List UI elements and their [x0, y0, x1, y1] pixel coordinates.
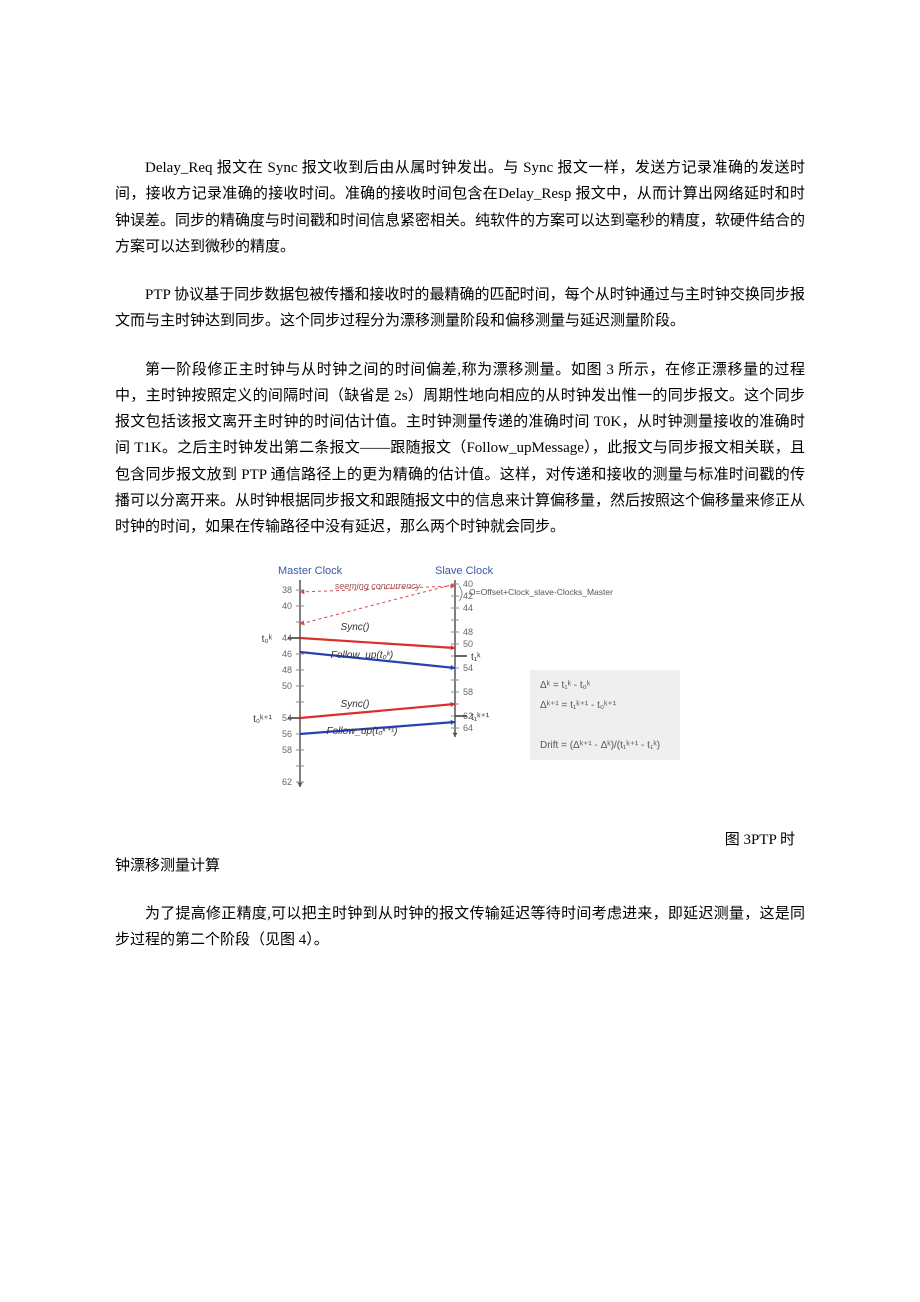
- svg-text:50: 50: [463, 639, 473, 649]
- svg-text:Follow_up(t₀ᵏ⁺¹): Follow_up(t₀ᵏ⁺¹): [327, 726, 398, 737]
- paragraph-4: 为了提高修正精度,可以把主时钟到从时钟的报文传输延迟等待时间考虑进来，即延迟测量…: [115, 901, 805, 954]
- svg-text:58: 58: [463, 687, 473, 697]
- svg-text:t₀ᵏ⁺¹: t₀ᵏ⁺¹: [253, 714, 273, 725]
- svg-text:t₁ᵏ⁺¹: t₁ᵏ⁺¹: [471, 712, 490, 723]
- svg-text:62: 62: [282, 777, 292, 787]
- svg-text:64: 64: [463, 723, 473, 733]
- paragraph-3: 第一阶段修正主时钟与从时钟之间的时间偏差,称为漂移测量。如图 3 所示，在修正漂…: [115, 357, 805, 541]
- svg-text:58: 58: [282, 745, 292, 755]
- paragraph-2: PTP 协议基于同步数据包被传播和接收时的最精确的匹配时间，每个从时钟通过与主时…: [115, 282, 805, 335]
- svg-text:O=Offset+Clock_slave-Clocks_Ma: O=Offset+Clock_slave-Clocks_Master: [469, 587, 613, 597]
- svg-text:48: 48: [463, 627, 473, 637]
- svg-text:Slave Clock: Slave Clock: [435, 565, 494, 577]
- svg-text:54: 54: [463, 663, 473, 673]
- svg-text:44: 44: [463, 603, 473, 613]
- svg-text:50: 50: [282, 681, 292, 691]
- figure-3-ptp-drift: Master Clock Slave Clock 38 40 44 46 48 50 54 56 5…: [230, 562, 690, 802]
- figure-3-caption: 图 3PTP 时 钟漂移测量计算: [115, 827, 805, 880]
- svg-text:Δᵏ = t₁ᵏ - t₀ᵏ: Δᵏ = t₁ᵏ - t₀ᵏ: [540, 680, 591, 691]
- svg-text:46: 46: [282, 649, 292, 659]
- svg-text:56: 56: [282, 729, 292, 739]
- caption-part-left: 钟漂移测量计算: [115, 853, 805, 879]
- svg-text:seeming concurrency: seeming concurrency: [335, 581, 421, 591]
- caption-part-right: 图 3PTP 时: [725, 827, 795, 853]
- svg-text:t₁ᵏ: t₁ᵏ: [471, 652, 481, 663]
- svg-text:Master Clock: Master Clock: [278, 565, 343, 577]
- svg-text:Drift = (Δᵏ⁺¹ - Δᵏ)/(t₁ᵏ⁺¹ -: Drift = (Δᵏ⁺¹ - Δᵏ)/(t₁ᵏ⁺¹ - t₁ᵏ): [540, 740, 660, 751]
- svg-text:Sync(): Sync(): [341, 622, 370, 633]
- svg-text:48: 48: [282, 665, 292, 675]
- figure-3-container: Master Clock Slave Clock 38 40 44 46 48 50 54 56 5…: [115, 562, 805, 811]
- svg-text:t₀ᵏ: t₀ᵏ: [262, 634, 273, 645]
- svg-text:Sync(): Sync(): [341, 699, 370, 710]
- svg-text:40: 40: [282, 601, 292, 611]
- svg-text:Δᵏ⁺¹ = t₁ᵏ⁺¹ - t₀ᵏ⁺¹: Δᵏ⁺¹ = t₁ᵏ⁺¹ - t₀ᵏ⁺¹: [540, 700, 617, 711]
- paragraph-1: Delay_Req 报文在 Sync 报文收到后由从属时钟发出。与 Sync 报…: [115, 155, 805, 260]
- svg-text:Follow_up(t₀ᵏ): Follow_up(t₀ᵏ): [331, 650, 393, 661]
- document-page: Delay_Req 报文在 Sync 报文收到后由从属时钟发出。与 Sync 报…: [0, 0, 920, 1076]
- svg-text:38: 38: [282, 585, 292, 595]
